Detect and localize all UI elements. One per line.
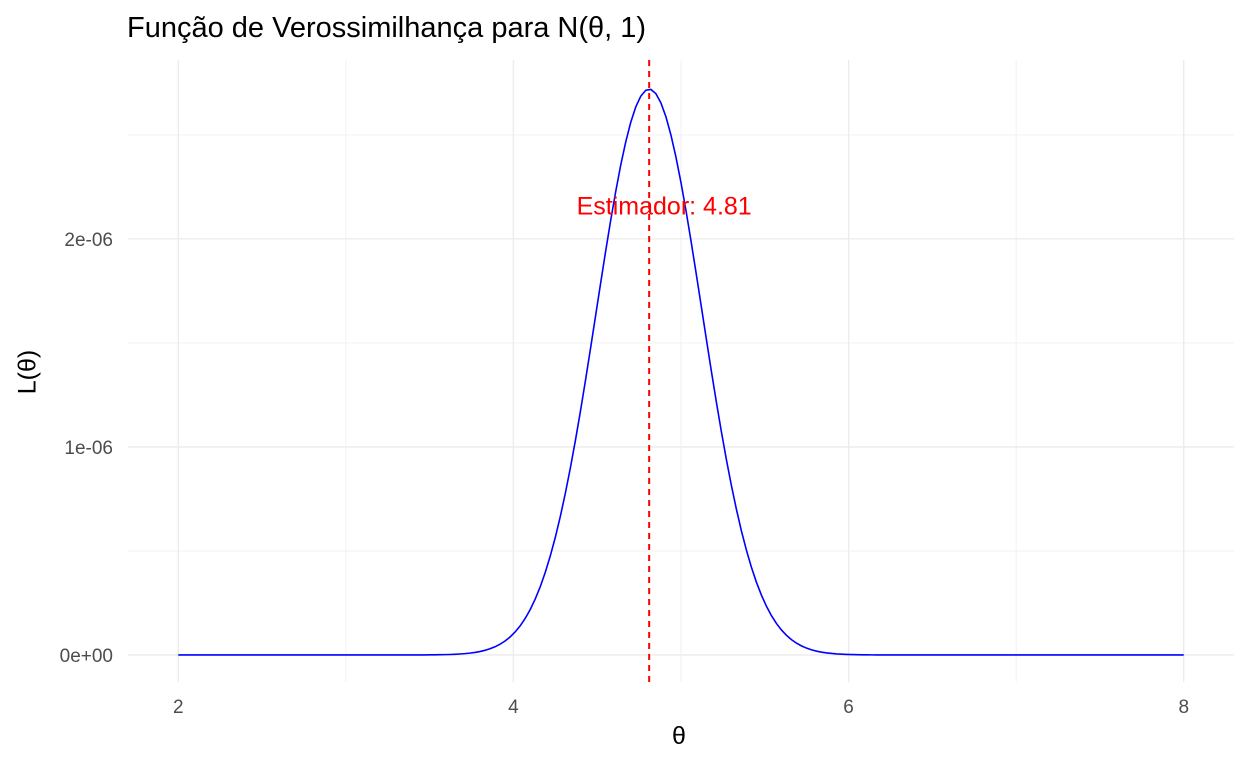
x-axis-label: θ xyxy=(672,722,686,750)
y-axis-label: L(θ) xyxy=(13,349,42,395)
y-tick-label: 1e-06 xyxy=(64,438,113,459)
x-tick-label: 2 xyxy=(173,697,184,718)
x-tick-label: 8 xyxy=(1178,697,1189,718)
estimator-annotation: Estimador: 4.81 xyxy=(577,193,752,221)
x-tick-label: 4 xyxy=(508,697,519,718)
y-tick-label: 2e-06 xyxy=(64,230,113,251)
x-tick-label: 6 xyxy=(843,697,854,718)
chart-title: Função de Verossimilhança para N(θ, 1) xyxy=(127,12,647,44)
y-tick-label: 0e+00 xyxy=(60,646,113,667)
likelihood-curve xyxy=(178,88,1184,656)
